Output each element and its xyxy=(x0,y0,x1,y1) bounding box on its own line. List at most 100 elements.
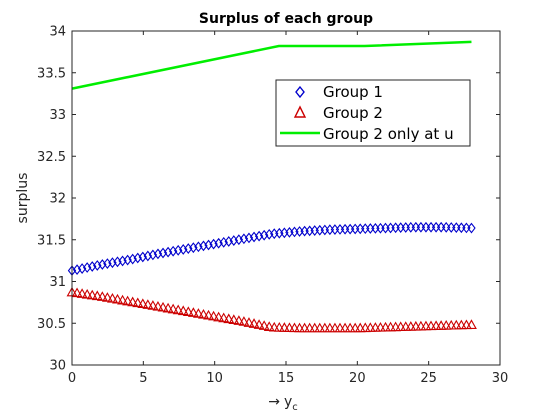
series-3 xyxy=(71,40,472,90)
diamond-marker xyxy=(457,222,466,234)
chart-title: Surplus of each group xyxy=(199,11,373,27)
y-tick-label: 31.5 xyxy=(37,233,66,248)
triangle-marker xyxy=(177,305,189,316)
y-tick-labels: 30 30.5 31 31.5 32 32.5 33 33.5 34 xyxy=(37,25,66,374)
diamond-marker xyxy=(356,223,365,235)
diamond-marker xyxy=(350,223,360,235)
diamond-marker xyxy=(431,221,441,233)
x-tick-label: 10 xyxy=(206,371,223,386)
triangle-marker xyxy=(203,309,214,320)
triangle-marker xyxy=(187,307,199,317)
x-tick-label: 15 xyxy=(278,371,295,386)
diamond-marker xyxy=(447,222,456,233)
diamond-marker xyxy=(376,222,385,234)
triangle-marker xyxy=(466,319,477,329)
diamond-marker xyxy=(366,223,375,234)
triangle-marker xyxy=(228,314,240,324)
axes xyxy=(71,30,501,366)
triangle-marker xyxy=(192,308,204,318)
triangle-marker xyxy=(137,298,149,308)
triangle-marker xyxy=(81,288,93,299)
x-tick-label: 20 xyxy=(349,371,366,386)
series-1 xyxy=(67,221,476,277)
triangle-marker xyxy=(127,296,139,307)
x-tick-labels: 0 5 10 15 20 25 30 xyxy=(68,371,508,386)
diamond-marker xyxy=(340,223,350,235)
triangle-marker xyxy=(283,322,295,332)
triangle-marker xyxy=(263,321,275,331)
triangle-marker xyxy=(147,300,159,310)
triangle-marker xyxy=(157,301,169,312)
triangle-marker xyxy=(122,295,134,306)
triangle-marker xyxy=(101,292,113,302)
diamond-marker xyxy=(421,221,431,233)
legend-entry-group-1: Group 1 xyxy=(295,83,383,101)
triangle-marker xyxy=(71,287,83,298)
y-tick-label: 30.5 xyxy=(37,317,66,332)
triangle-marker xyxy=(86,289,98,300)
triangle-marker xyxy=(218,312,230,323)
y-tick-label: 33.5 xyxy=(37,66,66,81)
diamond-marker xyxy=(401,222,410,233)
diamond-marker xyxy=(452,222,461,234)
triangle-marker xyxy=(258,320,270,330)
x-tick-label: 25 xyxy=(420,371,437,386)
y-tick-label: 31 xyxy=(49,275,66,290)
legend-label-group-2: Group 2 xyxy=(323,104,383,122)
triangle-marker xyxy=(208,310,220,321)
triangle-marker xyxy=(91,290,103,301)
x-axis-label: → yc xyxy=(268,394,298,413)
triangle-marker xyxy=(248,318,260,328)
x-tick-label: 0 xyxy=(68,371,76,386)
triangle-marker xyxy=(182,306,194,316)
triangle-marker xyxy=(172,304,184,315)
diamond-marker-icon xyxy=(295,85,305,99)
triangle-marker xyxy=(167,303,179,314)
triangle-marker xyxy=(278,322,290,332)
triangle-marker xyxy=(268,321,280,332)
triangle-marker xyxy=(253,319,265,329)
diamond-marker xyxy=(361,223,370,235)
diamond-marker xyxy=(426,221,436,233)
triangle-marker xyxy=(96,291,108,301)
y-tick-label: 30 xyxy=(49,359,66,374)
triangle-marker xyxy=(117,294,129,305)
series-2 xyxy=(66,286,477,333)
triangle-marker-icon xyxy=(293,105,307,118)
y-tick-label: 32.5 xyxy=(37,150,66,165)
legend: Group 1 Group 2 Group 2 only at u xyxy=(275,79,471,147)
diamond-marker xyxy=(335,224,345,235)
triangle-marker xyxy=(76,288,88,298)
diamond-marker xyxy=(441,221,451,233)
legend-label-group-1: Group 1 xyxy=(323,83,383,101)
triangle-marker xyxy=(213,311,225,322)
x-axis-label-main: y xyxy=(284,394,292,410)
triangle-marker xyxy=(162,302,174,313)
y-tick-label: 32 xyxy=(49,192,66,207)
plot-series xyxy=(66,40,477,333)
diamond-marker xyxy=(396,222,405,234)
diamond-marker xyxy=(330,224,340,235)
triangle-marker xyxy=(132,297,144,308)
triangle-marker xyxy=(233,315,245,325)
diamond-marker xyxy=(345,223,355,235)
triangle-marker xyxy=(142,299,154,309)
legend-entry-group-2-only-at-u: Group 2 only at u xyxy=(280,125,454,143)
x-tick-label: 30 xyxy=(492,371,509,386)
triangle-marker xyxy=(238,316,250,326)
legend-box xyxy=(275,79,471,147)
diamond-marker xyxy=(386,222,395,234)
series-line xyxy=(71,40,472,90)
x-axis-label-subscript: c xyxy=(292,402,298,413)
y-tick-label: 34 xyxy=(49,25,66,40)
triangle-marker xyxy=(112,293,123,304)
triangle-marker xyxy=(223,313,235,324)
diamond-marker xyxy=(436,221,446,233)
diamond-marker xyxy=(381,222,390,234)
y-axis-label: surplus xyxy=(15,173,31,224)
diamond-marker xyxy=(416,221,426,233)
triangle-marker xyxy=(107,293,118,303)
triangle-marker xyxy=(273,322,285,332)
legend-label-group-2-only-at-u: Group 2 only at u xyxy=(323,125,454,143)
